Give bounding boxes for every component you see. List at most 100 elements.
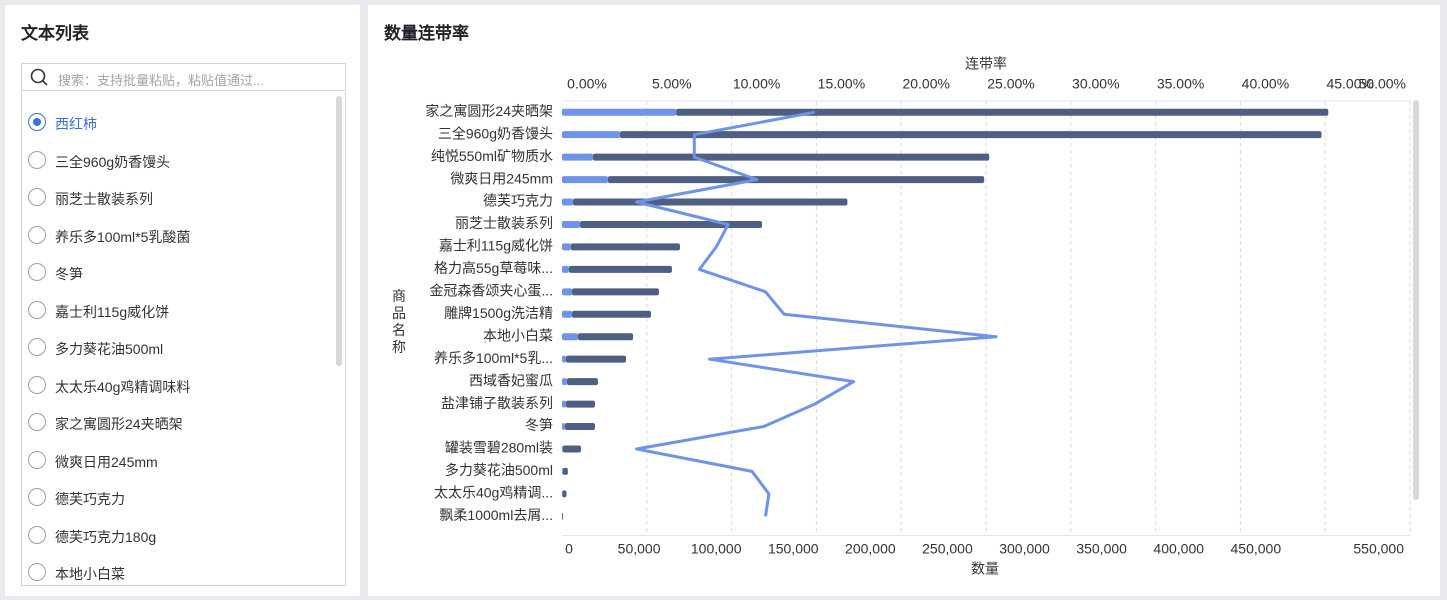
category-label: 家之寓圆形24夹晒架 <box>425 103 553 119</box>
x2-tick-label: 0.00% <box>567 76 607 92</box>
category-label: 飘柔1000ml去屑... <box>439 507 553 523</box>
x2-tick-label: 10.00% <box>733 76 780 92</box>
list-item[interactable]: 冬笋 <box>22 258 332 288</box>
item-label: 家之寓圆形24夹晒架 <box>55 416 183 432</box>
bar-segment <box>562 288 573 296</box>
bar-segment <box>566 400 595 408</box>
radio[interactable] <box>28 563 46 581</box>
radio[interactable] <box>28 263 46 281</box>
text-list-panel: 文本列表 搜索：支持批量粘贴，粘贴值通过... 本地小白菜 德芙巧克力180g 德芙… <box>5 5 360 596</box>
chart-title: 数量连带率 <box>384 24 469 43</box>
list-item[interactable]: 微爽日用245mm <box>22 446 332 476</box>
radio[interactable] <box>28 413 46 431</box>
item-label: 嘉士利115g威化饼 <box>55 303 170 320</box>
radio[interactable] <box>28 150 46 169</box>
bar-segment <box>562 333 579 341</box>
item-label: 太太乐40g鸡精调味料 <box>55 378 191 395</box>
x2-tick-label: 35.00% <box>1157 76 1204 92</box>
rate-line <box>635 110 998 517</box>
radio[interactable] <box>28 450 46 469</box>
category-label: 金冠森香颂夹心蛋... <box>429 283 553 299</box>
item-label: 养乐多100ml*5乳酸菌 <box>55 228 191 245</box>
list-item[interactable]: 家之寓圆形24夹晒架 <box>22 408 332 438</box>
category-label: 盐津铺子散装系列 <box>441 395 553 411</box>
x2-tick-label: 30.00% <box>1072 76 1119 92</box>
radio[interactable] <box>28 488 46 506</box>
bar-segment <box>566 378 598 386</box>
bar-segment <box>562 445 581 453</box>
x-tick-label: 250,000 <box>922 541 973 557</box>
x-tick-label: 200,000 <box>845 541 896 557</box>
bar-segment <box>572 310 651 318</box>
item-label: 微爽日用245mm <box>55 453 158 470</box>
x-tick-label: 400,000 <box>1153 541 1204 557</box>
list-item[interactable]: 三全960g奶香馒头 <box>22 146 332 176</box>
category-label: 纯悦550ml矿物质水 <box>431 148 553 164</box>
category-label: 养乐多100ml*5乳... <box>434 350 553 366</box>
bar-segment <box>562 423 565 431</box>
bar-segment <box>562 108 677 116</box>
list-item[interactable]: 德芙巧克力 <box>22 483 332 513</box>
category-label: 嘉士利115g威化饼 <box>439 238 553 254</box>
bar-segment <box>562 153 593 161</box>
bar-segment <box>562 445 563 453</box>
item-label: 德芙巧克力 <box>55 491 125 507</box>
bar-segment <box>562 220 581 228</box>
bar-segment <box>566 355 626 363</box>
search-box[interactable]: 搜索：支持批量粘贴，粘贴值通过... <box>21 63 346 91</box>
x2-axis-title: 连带率 <box>965 56 1007 72</box>
scrollbar[interactable] <box>336 96 342 366</box>
bar-segment <box>562 467 568 475</box>
x-tick-label: 150,000 <box>768 541 819 557</box>
x2-tick-label: 40.00% <box>1242 76 1289 92</box>
list-item[interactable]: 德芙巧克力180g <box>22 521 332 551</box>
category-label: 太太乐40g鸡精调... <box>434 485 553 501</box>
item-label: 丽芝士散装系列 <box>55 191 153 207</box>
bar-segment <box>578 333 634 341</box>
x-tick-label: 100,000 <box>691 541 742 557</box>
bar-segment <box>570 243 680 251</box>
x-axis-title: 数量 <box>971 561 999 577</box>
list-item[interactable]: 太太乐40g鸡精调味料 <box>22 371 332 401</box>
list-item[interactable]: 多力葵花油500ml <box>22 333 332 363</box>
list-item[interactable]: 本地小白菜 <box>22 558 332 585</box>
chart-panel: 数量连带率 <box>368 5 1440 596</box>
chart-scrollbar[interactable] <box>1413 100 1419 500</box>
radio[interactable] <box>28 338 46 356</box>
bar-segment <box>580 220 762 228</box>
radio[interactable] <box>28 113 46 131</box>
bar-segment <box>564 423 595 431</box>
radio[interactable] <box>28 188 46 206</box>
item-label: 多力葵花油500ml <box>55 341 164 357</box>
radio[interactable] <box>28 300 46 319</box>
bar-segment <box>562 355 567 363</box>
search-icon <box>30 68 48 86</box>
radio[interactable] <box>28 225 46 244</box>
list-item[interactable]: 养乐多100ml*5乳酸菌 <box>22 221 332 251</box>
list-item[interactable]: 嘉士利115g威化饼 <box>22 296 332 326</box>
bar-segment <box>592 153 990 161</box>
x-tick-label: 350,000 <box>1076 541 1127 557</box>
x2-tick-label: 20.00% <box>902 76 949 92</box>
x2-tick-label: 50.00% <box>1359 76 1406 92</box>
x-tick-label: 450,000 <box>1231 541 1282 557</box>
category-label: 雕牌1500g洗洁精 <box>444 305 553 321</box>
list-item[interactable]: 丽芝士散装系列 <box>22 183 332 213</box>
category-label: 西域香妃蜜瓜 <box>469 372 553 388</box>
x-tick-label: 300,000 <box>999 541 1050 557</box>
x2-tick-label: 25.00% <box>987 76 1034 92</box>
list-item[interactable]: 西红柿 <box>22 108 332 138</box>
bar-segment <box>562 512 563 520</box>
x2-tick-label: 45.00% <box>1326 76 1373 92</box>
category-label: 罐装雪碧280ml装 <box>445 440 553 456</box>
bar-segment <box>562 400 567 408</box>
category-label: 多力葵花油500ml <box>445 462 553 478</box>
radio[interactable] <box>28 525 46 544</box>
x-tick-label: 550,000 <box>1353 541 1404 557</box>
radio[interactable] <box>28 375 46 394</box>
bar-segment <box>568 265 672 273</box>
panel-title: 文本列表 <box>21 24 89 43</box>
bar-segment <box>619 131 1322 139</box>
item-label: 西红柿 <box>55 116 97 132</box>
